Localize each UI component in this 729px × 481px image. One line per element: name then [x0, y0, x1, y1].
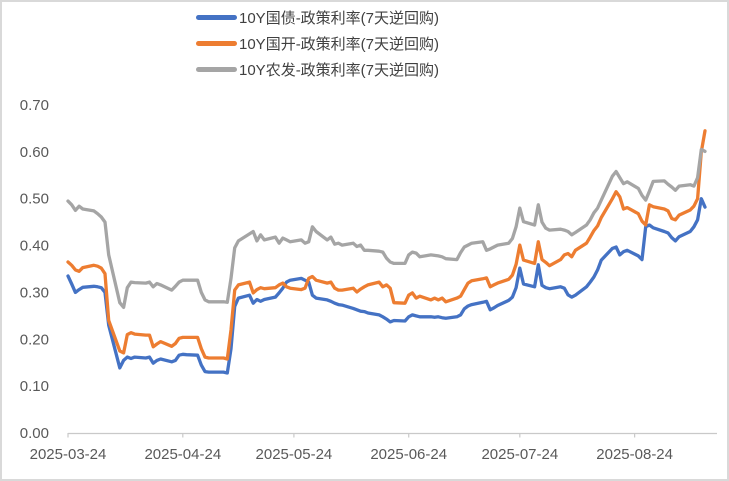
series-line-1	[66, 129, 707, 361]
x-tick-label: 2025-03-24	[30, 446, 107, 463]
x-tick-label: 2025-04-24	[144, 446, 221, 463]
legend-item-adbc: 10Y农发-政策利率(7天逆回购)	[196, 59, 439, 79]
legend-label-bond: 10Y国债-政策利率(7天逆回购)	[239, 9, 440, 27]
y-tick-label: 0.50	[20, 191, 49, 208]
y-tick-label: 0.60	[20, 144, 49, 161]
y-tick-label: 0.70	[20, 97, 49, 114]
legend-label-adbc: 10Y农发-政策利率(7天逆回购)	[239, 61, 440, 79]
legend-label-cdb: 10Y国开-政策利率(7天逆回购)	[239, 35, 440, 53]
legend-item-bond: 10Y国债-政策利率(7天逆回购)	[196, 7, 439, 27]
legend-line-swatch-adbc	[196, 66, 237, 72]
y-tick-label: 0.40	[20, 238, 49, 255]
y-tick-label: 0.20	[20, 331, 49, 348]
legend-line-swatch-cdb	[196, 40, 237, 46]
legend: 10Y国债-政策利率(7天逆回购) 10Y国开-政策利率(7天逆回购) 10Y农…	[196, 7, 439, 79]
series-line-0	[66, 197, 707, 375]
x-tick-label: 2025-05-24	[256, 446, 333, 463]
y-tick-label: 0.30	[20, 284, 49, 301]
x-tick-label: 2025-06-24	[370, 446, 447, 463]
legend-item-cdb: 10Y国开-政策利率(7天逆回购)	[196, 33, 439, 53]
legend-line-swatch-bond	[196, 14, 237, 20]
y-tick-label: 0.10	[20, 378, 49, 395]
series-line-2	[66, 147, 707, 310]
x-tick-label: 2025-07-24	[481, 446, 558, 463]
x-tick-label: 2025-08-24	[596, 446, 673, 463]
y-tick-label: 0.00	[20, 425, 49, 442]
